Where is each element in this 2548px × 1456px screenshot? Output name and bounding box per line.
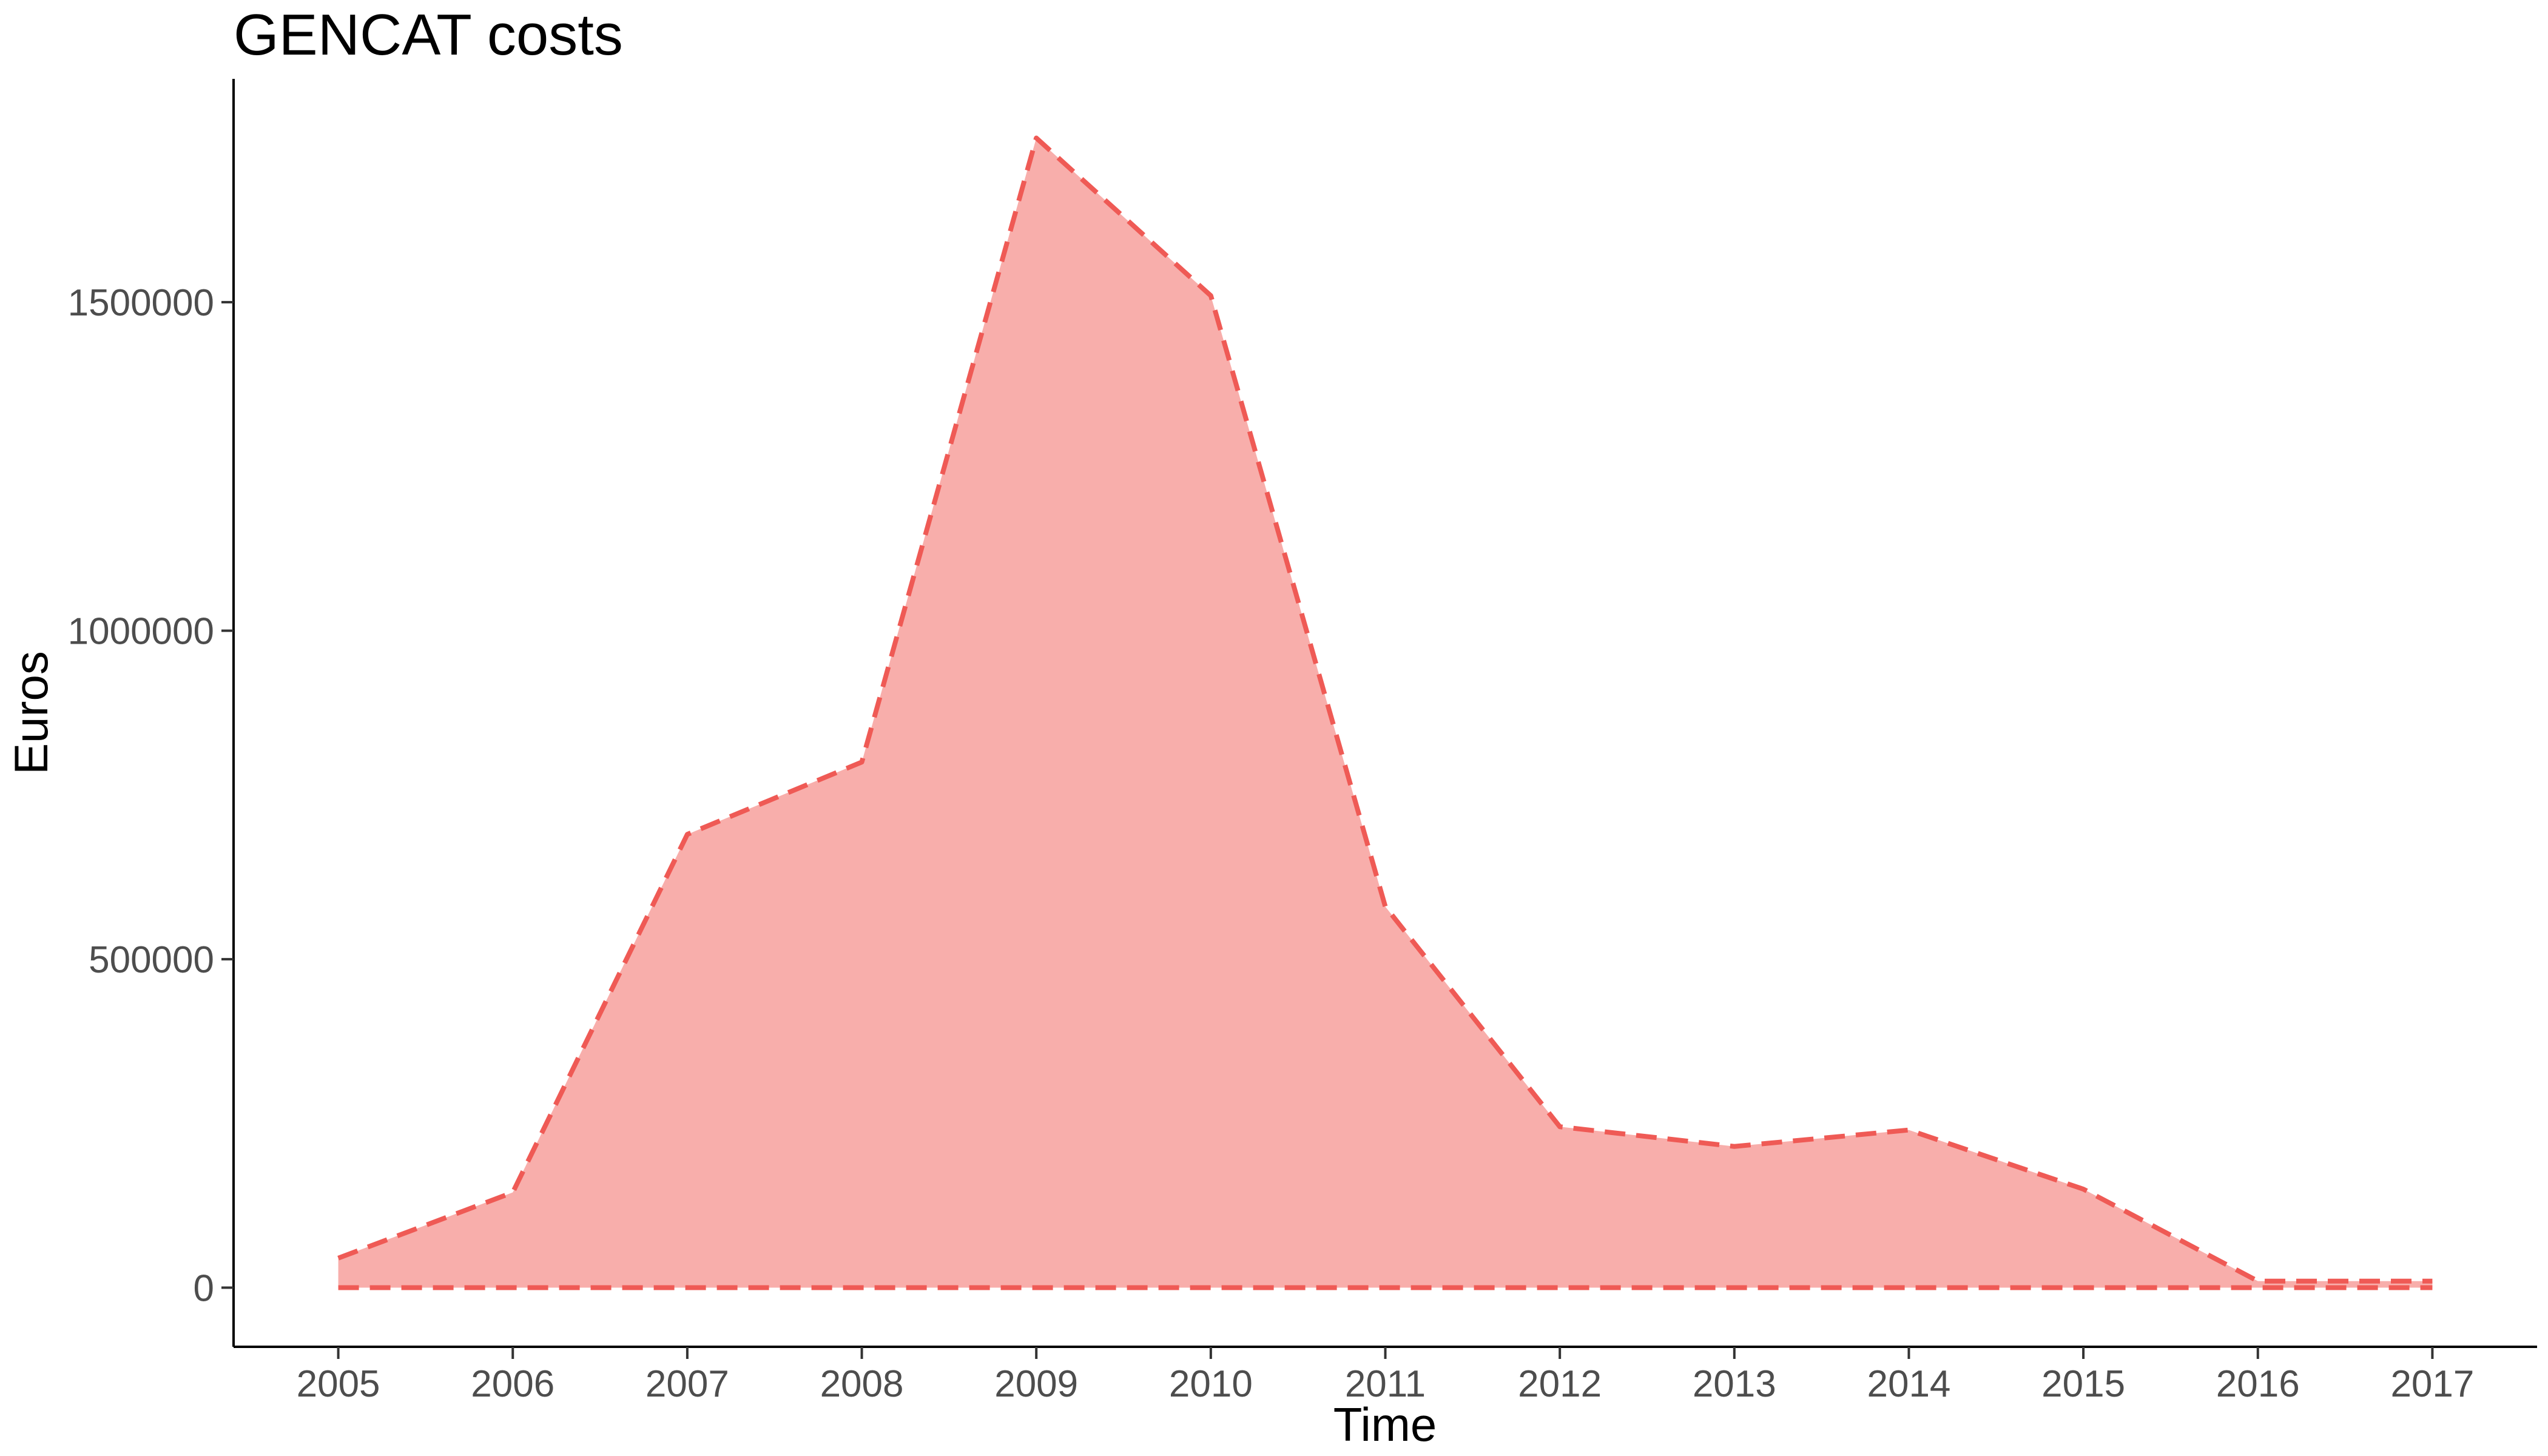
- x-tick-label: 2009: [994, 1363, 1078, 1405]
- y-tick-label: 500000: [89, 939, 214, 981]
- x-tick-label: 2006: [471, 1363, 554, 1405]
- data-point-2017: [2428, 1278, 2436, 1285]
- x-tick-label: 2016: [2216, 1363, 2300, 1405]
- x-tick-label: 2012: [1518, 1363, 1602, 1405]
- plot-area: [335, 134, 2436, 1290]
- y-tick-label: 0: [194, 1268, 214, 1310]
- area-fill: [338, 138, 2433, 1288]
- data-point-2007: [684, 831, 691, 838]
- data-point-2006: [509, 1189, 516, 1196]
- x-tick-label: 2007: [645, 1363, 729, 1405]
- x-axis-title: Time: [1333, 1398, 1437, 1451]
- chart-title: GENCAT costs: [234, 2, 623, 67]
- x-tick-label: 2010: [1169, 1363, 1253, 1405]
- x-tick-label: 2011: [1345, 1363, 1426, 1405]
- ticks: 2005 2006 2007 2008 2009 2010 2011 2012 2013 2014…: [68, 282, 2475, 1405]
- data-point-2012: [1556, 1123, 1563, 1130]
- data-point-2009: [1033, 134, 1040, 141]
- y-axis-title: Euros: [4, 651, 58, 775]
- data-point-2016: [2254, 1278, 2262, 1285]
- data-point-2011: [1382, 903, 1389, 910]
- data-point-2013: [1731, 1143, 1738, 1150]
- x-tick-label: 2014: [1867, 1363, 1950, 1405]
- x-tick-label: 2017: [2390, 1363, 2474, 1405]
- x-tick-label: 2015: [2041, 1363, 2125, 1405]
- data-point-2014: [1905, 1127, 1912, 1134]
- data-point-2005: [335, 1255, 342, 1262]
- data-point-2015: [2080, 1185, 2087, 1193]
- x-tick-label: 2005: [297, 1363, 380, 1405]
- data-point-2010: [1207, 292, 1215, 299]
- x-tick-label: 2008: [820, 1363, 904, 1405]
- y-tick-label: 1500000: [68, 282, 214, 324]
- x-tick-label: 2013: [1693, 1363, 1776, 1405]
- series-line: [337, 135, 2433, 1284]
- y-tick-label: 1000000: [68, 611, 214, 653]
- data-point-2008: [858, 758, 866, 766]
